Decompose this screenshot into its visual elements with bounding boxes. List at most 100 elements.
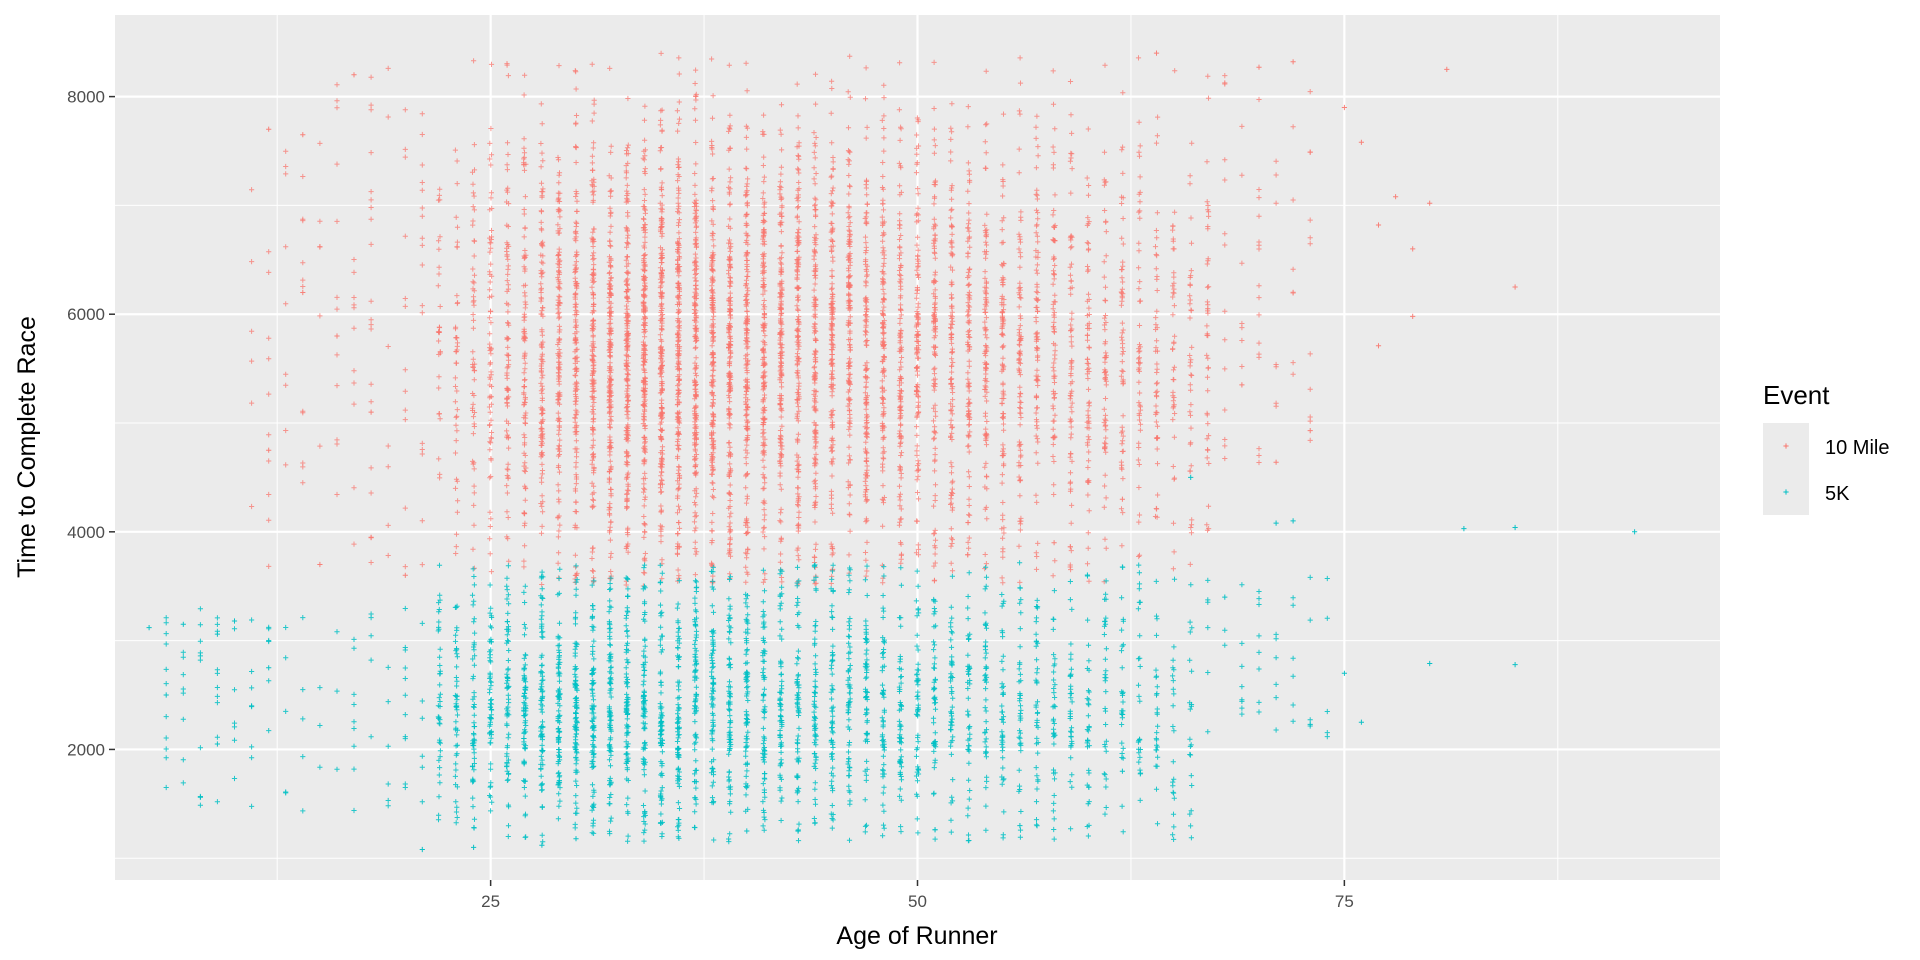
- point-10-mile: [590, 437, 596, 443]
- point-10-mile: [539, 327, 545, 333]
- point-10-mile: [573, 472, 579, 478]
- point-10-mile: [556, 374, 562, 380]
- point-10-mile: [454, 413, 460, 419]
- point-10-mile: [522, 420, 528, 426]
- point-10-mile: [590, 363, 596, 369]
- point-10-mile: [590, 239, 596, 245]
- point-10-mile: [505, 271, 511, 277]
- point-10-mile: [487, 269, 493, 275]
- point-10-mile: [556, 63, 562, 69]
- point-10-mile: [522, 293, 528, 299]
- point-10-mile: [506, 558, 512, 564]
- point-10-mile: [556, 323, 562, 329]
- point-10-mile: [557, 214, 563, 220]
- point-10-mile: [557, 418, 563, 425]
- point-10-mile: [470, 431, 476, 437]
- point-10-mile: [488, 429, 495, 436]
- point-10-mile: [505, 256, 511, 262]
- point-10-mile: [590, 442, 596, 448]
- point-10-mile: [521, 415, 527, 421]
- point-10-mile: [557, 294, 563, 300]
- point-10-mile: [539, 523, 545, 529]
- point-10-mile: [574, 285, 580, 291]
- point-10-mile: [556, 170, 563, 176]
- point-10-mile: [572, 291, 578, 297]
- point-10-mile: [521, 353, 528, 359]
- point-10-mile: [487, 523, 493, 530]
- point-10-mile: [590, 290, 596, 296]
- point-10-mile: [470, 364, 476, 370]
- point-10-mile: [557, 522, 563, 528]
- point-10-mile: [572, 360, 578, 366]
- point-10-mile: [454, 340, 461, 346]
- point-10-mile: [539, 259, 545, 265]
- point-10-mile: [589, 347, 595, 353]
- point-10-mile: [573, 476, 580, 482]
- point-10-mile: [504, 375, 510, 381]
- point-10-mile: [589, 160, 595, 166]
- point-10-mile: [556, 550, 562, 556]
- point-10-mile: [523, 252, 529, 258]
- point-10-mile: [488, 162, 494, 168]
- point-10-mile: [556, 451, 562, 458]
- point-10-mile: [591, 301, 597, 307]
- point-10-mile: [590, 292, 596, 298]
- point-10-mile: [539, 467, 546, 474]
- point-10-mile: [504, 61, 510, 67]
- point-10-mile: [590, 339, 596, 345]
- point-10-mile: [556, 346, 562, 353]
- point-10-mile: [470, 266, 476, 272]
- point-10-mile: [556, 431, 562, 437]
- point-10-mile: [521, 463, 527, 469]
- point-10-mile: [504, 509, 510, 515]
- point-10-mile: [574, 198, 580, 204]
- point-10-mile: [454, 181, 460, 187]
- point-10-mile: [522, 468, 528, 475]
- point-10-mile: [505, 357, 512, 363]
- point-10-mile: [521, 564, 527, 570]
- point-10-mile: [521, 92, 527, 98]
- point-10-mile: [470, 401, 476, 407]
- point-10-mile: [437, 186, 443, 192]
- point-10-mile: [471, 483, 477, 489]
- point-10-mile: [591, 470, 597, 476]
- point-10-mile: [454, 244, 460, 250]
- point-10-mile: [505, 286, 511, 292]
- point-10-mile: [539, 121, 545, 127]
- point-10-mile: [455, 300, 461, 306]
- point-10-mile: [538, 180, 545, 186]
- point-10-mile: [573, 481, 579, 487]
- point-10-mile: [574, 220, 580, 227]
- point-10-mile: [555, 311, 561, 317]
- point-10-mile: [522, 376, 528, 383]
- point-10-mile: [522, 460, 528, 466]
- point-10-mile: [522, 299, 528, 305]
- point-10-mile: [556, 469, 563, 475]
- point-10-mile: [591, 250, 597, 256]
- point-10-mile: [506, 362, 512, 368]
- point-10-mile: [522, 543, 528, 549]
- point-10-mile: [589, 118, 595, 124]
- point-10-mile: [504, 370, 510, 376]
- point-10-mile: [521, 391, 527, 397]
- point-10-mile: [522, 394, 528, 401]
- point-10-mile: [556, 180, 562, 186]
- point-10-mile: [436, 192, 442, 198]
- point-10-mile: [573, 373, 579, 379]
- point-10-mile: [505, 73, 511, 79]
- point-10-mile: [470, 190, 476, 196]
- point-10-mile: [506, 201, 512, 207]
- point-10-mile: [487, 475, 493, 481]
- point-10-mile: [454, 293, 460, 299]
- point-10-mile: [505, 320, 511, 326]
- point-10-mile: [591, 399, 597, 406]
- point-10-mile: [589, 284, 595, 290]
- point-10-mile: [555, 297, 561, 303]
- point-10-mile: [573, 159, 579, 166]
- point-10-mile: [590, 497, 596, 503]
- point-10-mile: [538, 363, 544, 369]
- point-10-mile: [573, 307, 579, 314]
- point-10-mile: [573, 265, 579, 271]
- point-10-mile: [556, 315, 562, 321]
- point-10-mile: [437, 471, 443, 477]
